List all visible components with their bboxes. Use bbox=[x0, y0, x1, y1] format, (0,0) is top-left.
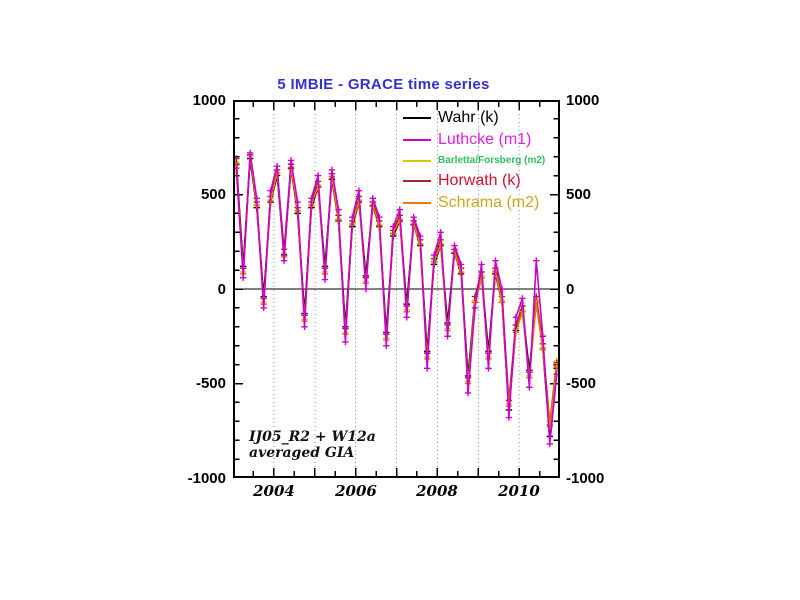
legend-item-barletta-forsberg: Barletta/Forsberg (m2) bbox=[403, 151, 545, 170]
legend-label-luthcke: Luthcke (m1) bbox=[438, 131, 532, 148]
plot-area bbox=[233, 100, 560, 478]
legend-item-schrama: Schrama (m2) bbox=[403, 192, 545, 214]
series-line-2 bbox=[235, 152, 558, 445]
gia-annotation-line2: averaged GIA bbox=[249, 445, 355, 461]
legend: Wahr (k) Luthcke (m1) Barletta/Forsberg … bbox=[403, 107, 545, 214]
y-axis-label-left-neg1000: -1000 bbox=[187, 470, 226, 487]
y-axis-label-right-neg500: -500 bbox=[566, 375, 597, 392]
legend-item-luthcke: Luthcke (m1) bbox=[403, 129, 545, 151]
legend-line-swatch-barletta-forsberg bbox=[403, 159, 431, 162]
y-axis-label-right-0: 0 bbox=[566, 281, 575, 298]
legend-label-horwath: Horwath (k) bbox=[438, 172, 521, 189]
y-axis-label-left-neg500: -500 bbox=[195, 375, 226, 392]
legend-label-barletta-forsberg: Barletta/Forsberg (m2) bbox=[438, 155, 546, 166]
gia-annotation: IJ05_R2 + W12a averaged GIA bbox=[249, 429, 376, 461]
legend-line-swatch-wahr bbox=[403, 117, 431, 119]
x-axis-label-2006: 2006 bbox=[335, 482, 377, 500]
x-axis-label-2010: 2010 bbox=[498, 482, 540, 500]
legend-item-horwath: Horwath (k) bbox=[403, 170, 545, 192]
chart-title: 5 IMBIE - GRACE time series bbox=[277, 76, 490, 93]
chart-canvas bbox=[233, 100, 560, 478]
legend-line-swatch-horwath bbox=[403, 180, 431, 182]
x-axis-label-2008: 2008 bbox=[416, 482, 458, 500]
x-axis-label-2004: 2004 bbox=[253, 482, 295, 500]
y-axis-label-left-1000: 1000 bbox=[192, 92, 226, 109]
legend-label-wahr: Wahr (k) bbox=[438, 109, 499, 126]
series-markers-2 bbox=[233, 149, 560, 448]
y-axis-label-left-500: 500 bbox=[200, 186, 226, 203]
y-axis-label-right-1000: 1000 bbox=[566, 92, 600, 109]
legend-line-swatch-luthcke bbox=[403, 139, 431, 141]
legend-label-schrama: Schrama (m2) bbox=[438, 194, 540, 211]
y-axis-label-right-500: 500 bbox=[566, 186, 592, 203]
y-axis-label-left-0: 0 bbox=[217, 281, 226, 298]
gia-annotation-line1: IJ05_R2 + W12a bbox=[249, 429, 376, 445]
y-axis-label-right-neg1000: -1000 bbox=[566, 470, 605, 487]
legend-item-wahr: Wahr (k) bbox=[403, 107, 545, 129]
legend-line-swatch-schrama bbox=[403, 202, 431, 204]
